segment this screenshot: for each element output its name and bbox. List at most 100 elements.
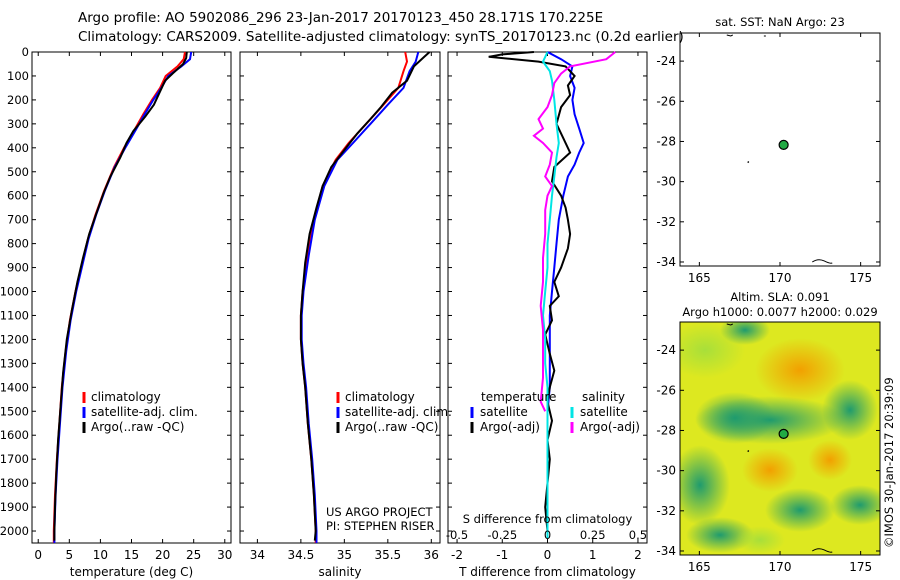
sla-map-island-speck bbox=[747, 450, 750, 453]
difference-xlabel: T difference from climatology bbox=[458, 565, 636, 579]
depth-tick-label: 1800 bbox=[0, 476, 29, 490]
temperature-legend-label: climatology bbox=[91, 390, 161, 404]
salinity-series-climatology bbox=[299, 51, 409, 543]
depth-tick-label: 1700 bbox=[0, 452, 29, 466]
depth-tick-label: 800 bbox=[7, 237, 29, 251]
sla-map-subtitle: Argo h1000: 0.0077 h2000: 0.029 bbox=[682, 305, 877, 319]
difference-legend-label: satellite bbox=[480, 405, 528, 419]
temperature-xtick-label: 30 bbox=[217, 548, 232, 562]
project-annotation: US ARGO PROJECT bbox=[326, 505, 434, 519]
depth-tick-label: 500 bbox=[7, 165, 29, 179]
sst-map-ytick-label: -26 bbox=[656, 94, 676, 108]
figure-title: Argo profile: AO 5902086_296 23-Jan-2017… bbox=[78, 10, 604, 26]
depth-tick-label: 2000 bbox=[0, 524, 29, 538]
difference-x2tick-label: 0 bbox=[544, 528, 551, 542]
temperature-xtick-label: 5 bbox=[65, 548, 73, 562]
depth-tick-label: 1600 bbox=[0, 428, 29, 442]
sla-map-ytick-label: -28 bbox=[656, 423, 676, 437]
salinity-legend-label: satellite-adj. clim. bbox=[345, 405, 452, 419]
salinity-xtick-label: 35 bbox=[337, 548, 352, 562]
difference-xtick-label: 1 bbox=[589, 548, 597, 562]
depth-tick-label: 900 bbox=[7, 261, 29, 275]
sst-map-ytick-label: -32 bbox=[656, 215, 676, 229]
depth-tick-label: 1500 bbox=[0, 404, 29, 418]
sla-map-ytick-label: -26 bbox=[656, 383, 676, 397]
temperature-plot-frame bbox=[31, 51, 232, 544]
depth-tick-label: 1900 bbox=[0, 500, 29, 514]
temperature-series-argo-raw-qc- bbox=[53, 51, 188, 541]
salinity-series-satellite-adj-clim- bbox=[300, 51, 420, 543]
salinity-xlabel: salinity bbox=[318, 565, 361, 579]
difference-legend-header-salinity: salinity bbox=[582, 390, 625, 404]
difference-legend-label: Argo(-adj) bbox=[480, 420, 540, 434]
depth-tick-label: 600 bbox=[7, 189, 29, 203]
sla-map-argo-float-marker bbox=[778, 428, 789, 440]
depth-tick-label: 200 bbox=[7, 93, 29, 107]
salinity-legend-label: Argo(..raw -QC) bbox=[345, 420, 438, 434]
depth-tick-label: 1000 bbox=[0, 285, 29, 299]
sst-map-ytick-label: -28 bbox=[656, 134, 676, 148]
sla-map-xtick-label: 165 bbox=[688, 560, 711, 574]
difference-series-salinity-satellite bbox=[541, 51, 560, 539]
sla-map-ytick-label: -24 bbox=[656, 343, 676, 357]
salinity-series-argo-raw-qc- bbox=[299, 51, 431, 541]
difference-series-salinity-argo-adj- bbox=[532, 51, 616, 412]
salinity-legend-label: climatology bbox=[345, 390, 415, 404]
sla-map-axes: 165 170 175 -24 -26 -28 -30 -32 -34 ©IMOS 30-Jan-… bbox=[656, 321, 896, 574]
difference-x2tick-label: 0.25 bbox=[580, 528, 606, 542]
temperature-xtick-label: 0 bbox=[34, 548, 42, 562]
depth-tick-label: 300 bbox=[7, 117, 29, 131]
figure-subtitle: Climatology: CARS2009. Satellite-adjuste… bbox=[78, 29, 684, 45]
depth-tick-label: 1300 bbox=[0, 356, 29, 370]
temperature-xtick-label: 25 bbox=[186, 548, 201, 562]
temperature-xtick-label: 10 bbox=[93, 548, 108, 562]
sst-map-xtick-label: 175 bbox=[849, 271, 872, 285]
salinity-xtick-label: 34.5 bbox=[288, 548, 315, 562]
difference-legend-label: satellite bbox=[580, 405, 628, 419]
depth-tick-label: 0 bbox=[22, 45, 29, 59]
sst-map-frame bbox=[679, 32, 881, 267]
salinity-xtick-label: 35.5 bbox=[374, 548, 401, 562]
pi-annotation: PI: STEPHEN RISER bbox=[326, 519, 435, 533]
sst-map-ytick-label: -30 bbox=[656, 175, 676, 189]
depth-tick-label: 1400 bbox=[0, 380, 29, 394]
salinity-plot-frame bbox=[239, 51, 441, 544]
difference-xlabel2: S difference from climatology bbox=[463, 512, 633, 526]
difference-series-temperature-argo-adj- bbox=[488, 51, 576, 539]
sst-map-coastline bbox=[811, 259, 833, 264]
difference-xtick-label: -1 bbox=[496, 548, 508, 562]
sst-map-island-speck bbox=[747, 161, 750, 164]
sla-map-ytick-label: -32 bbox=[656, 504, 676, 518]
difference-xtick-label: 2 bbox=[634, 548, 642, 562]
imos-watermark: ©IMOS 30-Jan-2017 20:39:09 bbox=[882, 377, 896, 548]
depth-tick-label: 700 bbox=[7, 213, 29, 227]
sst-map-xtick-label: 165 bbox=[688, 271, 711, 285]
difference-x2tick-label: -0.25 bbox=[487, 528, 517, 542]
sst-map-title: sat. SST: NaN Argo: 23 bbox=[715, 15, 845, 29]
difference-series-temperature-satellite bbox=[546, 51, 585, 539]
salinity-xtick-label: 36 bbox=[424, 548, 439, 562]
sla-map-coastline bbox=[811, 548, 833, 553]
temperature-legend-label: Argo(..raw -QC) bbox=[91, 420, 184, 434]
difference-legend-header-temperature: temperature bbox=[481, 390, 556, 404]
depth-tick-label: 400 bbox=[7, 141, 29, 155]
sst-map-ytick-label: -24 bbox=[656, 54, 676, 68]
difference-legend-label: Argo(-adj) bbox=[580, 420, 640, 434]
difference-xtick-label: -2 bbox=[451, 548, 463, 562]
sla-map-title: Altim. SLA: 0.091 bbox=[730, 290, 829, 304]
depth-tick-label: 100 bbox=[7, 69, 29, 83]
difference-xtick-label: 0 bbox=[544, 548, 552, 562]
temperature-legend-label: satellite-adj. clim. bbox=[91, 405, 198, 419]
sla-map-xtick-label: 170 bbox=[769, 560, 792, 574]
sla-map-xtick-label: 175 bbox=[849, 560, 872, 574]
sla-heatmap-field bbox=[680, 322, 880, 555]
sst-map-argo-float-marker bbox=[778, 139, 789, 151]
temperature-xlabel: temperature (deg C) bbox=[70, 565, 193, 579]
difference-x2tick-label: -0.5 bbox=[446, 528, 468, 542]
sst-map-xtick-label: 170 bbox=[769, 271, 792, 285]
sst-map-ytick-label: -34 bbox=[656, 255, 676, 269]
difference-x2tick-label: 0.5 bbox=[629, 528, 647, 542]
temperature-xtick-label: 20 bbox=[155, 548, 170, 562]
depth-tick-label: 1200 bbox=[0, 332, 29, 346]
